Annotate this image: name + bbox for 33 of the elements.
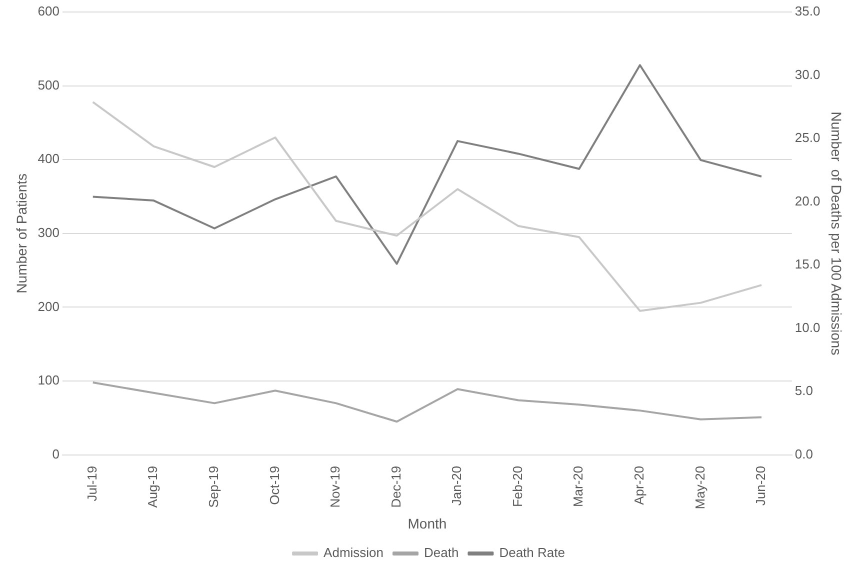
x-tick-label: Aug-19 (145, 466, 160, 508)
y2-tick-label: 0.0 (794, 446, 813, 462)
x-tick-label: Apr-20 (632, 466, 647, 505)
y2-tick-label: 25.0 (794, 130, 820, 146)
x-tick-label: Jun-20 (753, 466, 768, 506)
y2-tick-label: 5.0 (794, 383, 813, 398)
y-tick-label: 300 (38, 225, 60, 240)
y2-tick-label: 35.0 (794, 4, 820, 19)
x-tick-label: May-20 (692, 466, 708, 510)
y-tick-label: 100 (38, 372, 60, 388)
legend-label: Admission (324, 545, 384, 560)
y-tick-label: 600 (38, 4, 60, 19)
x-tick-label: Dec-19 (388, 466, 404, 508)
legend-label: Death Rate (499, 545, 565, 560)
y-tick-label: 0 (52, 446, 60, 462)
y-tick-label: 400 (38, 151, 60, 166)
y-axis-title: Number of Patients (13, 174, 30, 294)
x-tick-label: Nov-19 (328, 466, 343, 508)
legend-label: Death (424, 545, 459, 560)
y2-tick-label: 30.0 (794, 66, 820, 82)
x-tick-label: Mar-20 (570, 466, 586, 508)
x-tick-label: Jul-19 (84, 466, 100, 502)
x-tick-label: Oct-19 (266, 466, 282, 505)
y2-axis-title: Number of Deaths per 100 Admissions (828, 112, 845, 356)
x-tick-label: Sep-19 (206, 466, 222, 508)
x-tick-label: Jan-20 (449, 466, 464, 506)
y2-tick-label: 20.0 (794, 193, 820, 208)
y2-tick-label: 10.0 (794, 320, 820, 335)
x-axis-title: Month (408, 515, 447, 532)
y2-tick-label: 15.0 (794, 256, 820, 272)
y-tick-label: 200 (38, 298, 60, 314)
y-tick-label: 500 (38, 77, 60, 92)
x-tick-label: Feb-20 (510, 466, 525, 508)
